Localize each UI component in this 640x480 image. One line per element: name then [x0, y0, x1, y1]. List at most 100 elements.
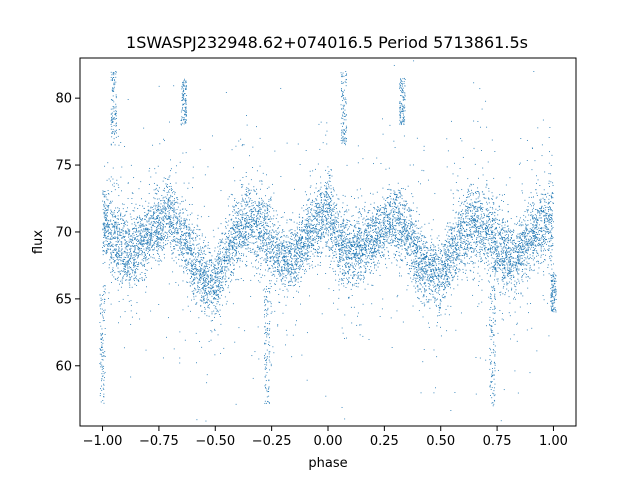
- data-point: [469, 233, 471, 235]
- data-point: [364, 223, 366, 225]
- data-point: [435, 264, 437, 266]
- data-point: [172, 252, 174, 254]
- data-point: [114, 261, 116, 263]
- data-point: [321, 229, 323, 230]
- data-point: [487, 210, 489, 212]
- data-point: [136, 236, 138, 238]
- data-point: [415, 281, 417, 283]
- data-point: [458, 201, 460, 202]
- data-point: [447, 258, 449, 260]
- data-point: [336, 239, 338, 241]
- data-point: [157, 225, 159, 227]
- data-point: [516, 251, 518, 253]
- data-point: [388, 230, 390, 232]
- data-point: [540, 256, 542, 258]
- data-point: [147, 213, 149, 215]
- data-point: [143, 207, 145, 209]
- data-point: [416, 285, 418, 287]
- data-point: [252, 229, 254, 231]
- data-point: [104, 203, 106, 205]
- data-point: [150, 206, 152, 208]
- data-point: [448, 272, 450, 273]
- data-point: [529, 270, 531, 272]
- data-point: [151, 234, 152, 236]
- data-point: [245, 234, 247, 236]
- data-point: [468, 206, 470, 208]
- data-point: [273, 264, 275, 266]
- data-point: [328, 255, 330, 257]
- data-point: [316, 199, 318, 201]
- data-point: [425, 271, 427, 272]
- data-point: [327, 181, 328, 183]
- data-point: [141, 245, 143, 247]
- data-point: [161, 234, 163, 236]
- data-point: [124, 271, 126, 273]
- data-point: [281, 257, 283, 259]
- data-point: [441, 261, 443, 263]
- data-point: [105, 230, 107, 232]
- data-point: [235, 232, 237, 233]
- data-point: [186, 247, 188, 249]
- data-point: [157, 206, 159, 208]
- data-point: [272, 183, 273, 185]
- data-point: [135, 272, 137, 274]
- data-point: [415, 267, 417, 268]
- data-point: [461, 236, 462, 238]
- data-point: [262, 223, 264, 225]
- data-point: [187, 262, 189, 264]
- data-point: [378, 238, 380, 240]
- data-point: [288, 280, 290, 282]
- data-point: [521, 249, 523, 251]
- data-point: [520, 225, 522, 227]
- data-point: [543, 214, 545, 216]
- data-point: [238, 218, 239, 220]
- data-point: [256, 254, 258, 256]
- data-point: [260, 222, 262, 224]
- data-point: [489, 219, 491, 221]
- data-point: [164, 200, 165, 202]
- data-point: [308, 198, 310, 200]
- data-point: [550, 237, 552, 239]
- data-point: [514, 285, 516, 287]
- data-point: [221, 263, 222, 265]
- data-point: [368, 219, 370, 221]
- data-point: [450, 266, 452, 268]
- data-point: [399, 255, 401, 257]
- data-point: [534, 228, 536, 230]
- data-point: [319, 262, 321, 264]
- data-point: [333, 260, 335, 262]
- data-point: [551, 236, 553, 237]
- data-point: [147, 209, 149, 211]
- data-point: [360, 271, 362, 273]
- data-point: [404, 256, 406, 257]
- data-point: [344, 240, 346, 242]
- data-point: [282, 278, 284, 280]
- data-point: [332, 196, 334, 198]
- data-point: [244, 235, 246, 237]
- data-point: [345, 253, 347, 255]
- data-point: [172, 196, 173, 198]
- data-point: [469, 234, 471, 236]
- data-point: [496, 264, 498, 266]
- data-point: [191, 260, 193, 262]
- data-point: [312, 243, 314, 245]
- data-point: [287, 271, 289, 273]
- data-point: [463, 239, 465, 240]
- data-point: [302, 220, 303, 222]
- data-point: [380, 212, 382, 214]
- data-point: [327, 195, 329, 197]
- data-point: [134, 207, 136, 209]
- data-point: [260, 265, 262, 267]
- data-point: [193, 249, 195, 251]
- data-point: [493, 246, 495, 248]
- data-point: [262, 245, 264, 247]
- data-point: [426, 301, 428, 303]
- data-point: [365, 220, 367, 222]
- data-point: [432, 262, 434, 264]
- data-point: [106, 206, 108, 208]
- data-point: [504, 264, 506, 266]
- data-point: [245, 248, 247, 250]
- data-point: [413, 235, 415, 237]
- data-point: [537, 211, 539, 213]
- data-point: [108, 226, 110, 228]
